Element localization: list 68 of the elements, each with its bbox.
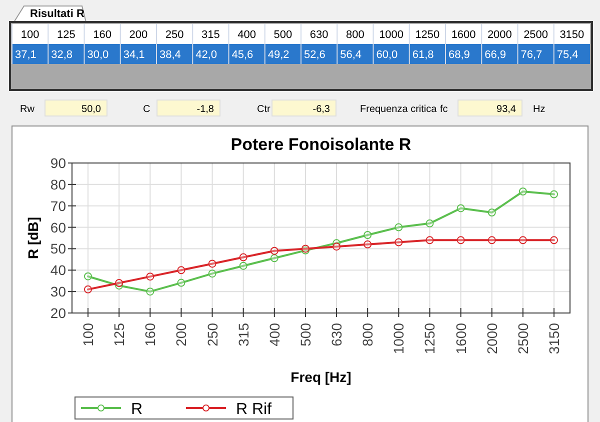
- y-axis-title: R [dB]: [25, 217, 41, 259]
- point: [239, 253, 248, 262]
- text: Rw: [20, 104, 36, 115]
- point: [177, 266, 186, 274]
- x-tick-label: 630: [328, 322, 345, 346]
- point: [208, 260, 216, 268]
- x-tick-label: 125: [111, 322, 128, 346]
- text: fc: [440, 104, 448, 115]
- point: [364, 231, 372, 239]
- point: [332, 242, 341, 251]
- x-tick-label: 1000: [390, 322, 407, 354]
- text: Hz: [533, 104, 546, 115]
- point: [426, 236, 434, 244]
- x-tick-label: 250: [204, 322, 220, 346]
- text: Frequenza critica: [360, 104, 438, 115]
- point: [518, 188, 527, 196]
- point: [426, 219, 434, 228]
- text: 93,4: [496, 104, 516, 115]
- point: [208, 270, 216, 278]
- x-tick-label: 1600: [452, 322, 469, 354]
- y-tick-label: 80: [50, 176, 66, 192]
- y-tick-label: 50: [50, 240, 66, 257]
- point: [488, 236, 496, 244]
- point: [146, 288, 154, 296]
- point: [488, 208, 496, 216]
- y-tick-label: 70: [50, 198, 66, 214]
- y-tick-label: 60: [50, 219, 66, 236]
- x-axis-title: Freq [Hz]: [290, 369, 352, 385]
- y-tick-label: 30: [50, 284, 66, 300]
- point: [364, 240, 372, 248]
- text: -1,8: [196, 104, 214, 115]
- point: [270, 254, 278, 262]
- y-tick-label: 20: [50, 305, 66, 321]
- y-tick-label: 40: [50, 262, 66, 278]
- text: -6,3: [312, 104, 330, 115]
- x-tick-label: 315: [235, 322, 252, 346]
- point: [550, 190, 558, 198]
- point: [239, 262, 248, 270]
- x-tick-label: 100: [80, 322, 96, 346]
- x-tick-label: 500: [297, 322, 314, 346]
- x-tick-label: 160: [142, 322, 158, 346]
- point: [456, 236, 465, 244]
- point: [84, 285, 92, 294]
- x-tick-label: 400: [266, 322, 282, 346]
- x-tick-label: 3150: [546, 322, 562, 354]
- point: [177, 278, 186, 287]
- point: [115, 279, 124, 287]
- text: 50,0: [82, 104, 102, 115]
- point: [84, 272, 92, 280]
- x-tick-label: 2000: [484, 322, 500, 354]
- point: [270, 246, 278, 255]
- point: [518, 236, 527, 244]
- x-tick-label: 800: [360, 322, 376, 346]
- data-table: 100 125 160 200 250 315 400 500 630 800 1000 1250 1600 2000 2500 3150 37,1 32,8 30,0 34,1 38,4 42,0 45,6 49,2 52,6 56,4 60,0 61,8 68,9 66,9 76,7 75,4: [9, 21, 593, 91]
- y-tick-label: 90: [50, 155, 66, 171]
- text: C: [143, 104, 150, 115]
- point: [550, 236, 558, 244]
- point: [394, 223, 403, 232]
- x-tick-label: 200: [173, 322, 190, 346]
- legend-label: R Rif: [236, 401, 272, 418]
- point: [146, 272, 154, 281]
- text: Ctr: [257, 104, 271, 115]
- point: [394, 238, 403, 246]
- x-tick-label: 2500: [514, 322, 531, 354]
- chart-title: Potere Fonoisolante R: [230, 135, 412, 154]
- legend-label: R: [131, 401, 143, 418]
- point: [456, 204, 465, 212]
- x-tick-label: 1250: [422, 322, 438, 354]
